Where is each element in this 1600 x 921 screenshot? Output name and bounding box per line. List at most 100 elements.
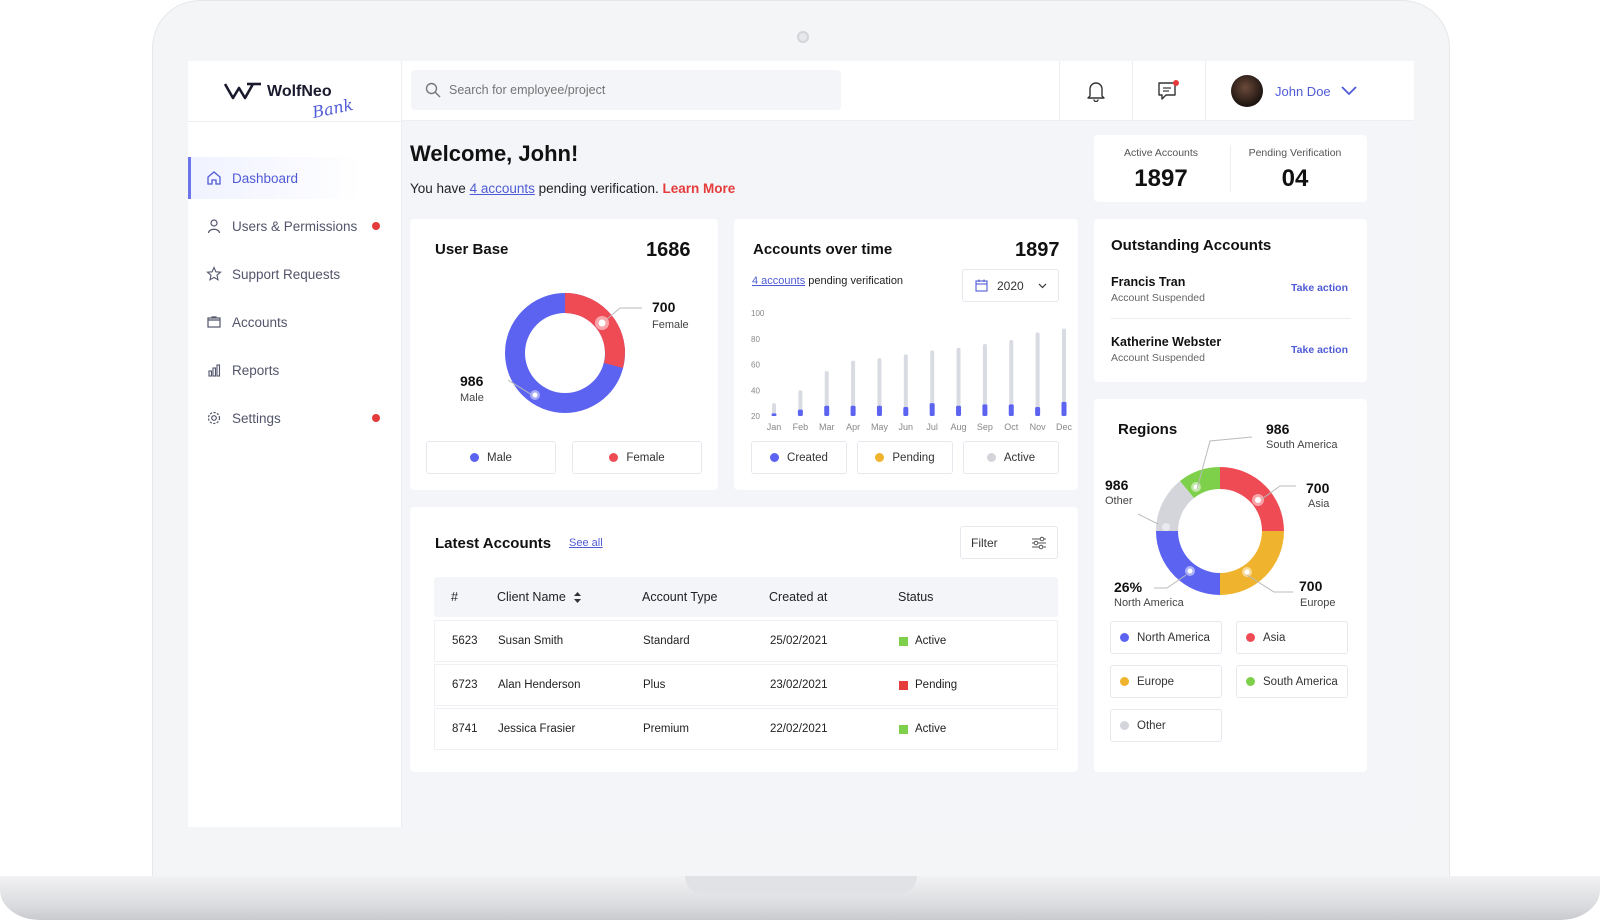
sidebar-item-label: Accounts — [232, 314, 288, 330]
pending-verification-value: 04 — [1281, 165, 1309, 192]
accounts-bar-chart: 100 80 60 40 20 Jan Feb Mar Apr May Jun Jul Aug Sep Oc… — [751, 309, 1072, 432]
x-tick-label: Jun — [899, 422, 914, 432]
sort-icon[interactable] — [573, 591, 581, 603]
bar-chart-icon — [208, 364, 221, 377]
sidebar-item-accounts[interactable]: Accounts — [188, 301, 402, 343]
south-america-label: South America — [1266, 439, 1338, 451]
take-action-button[interactable]: Take action — [1291, 344, 1348, 356]
other-value: 986 — [1105, 477, 1129, 493]
see-all-link[interactable]: See all — [569, 537, 603, 549]
sidebar-item-label: Settings — [232, 410, 281, 426]
legend-created[interactable]: Created — [751, 441, 847, 474]
pending-accounts-link[interactable]: 4 accounts — [752, 275, 806, 287]
bar-active — [851, 360, 856, 416]
bar-created — [797, 409, 803, 416]
bar-created — [1061, 401, 1067, 416]
home-icon — [207, 171, 221, 185]
legend-active[interactable]: Active — [963, 441, 1059, 474]
outstanding-accounts-card: Outstanding Accounts Francis Tran Accoun… — [1094, 219, 1367, 382]
bar-created — [771, 413, 777, 416]
status-text: Active — [915, 635, 947, 647]
user-base-donut — [505, 293, 642, 413]
legend-dot — [1246, 633, 1255, 642]
bar-active — [877, 358, 882, 416]
legend-other[interactable]: Other — [1110, 709, 1222, 742]
year-value: 2020 — [997, 278, 1024, 293]
north-america-label: North America — [1114, 597, 1184, 609]
pending-note-text: pending verification — [808, 275, 904, 287]
user-menu[interactable]: John Doe — [1205, 61, 1414, 121]
table-row[interactable]: 6723 Alan Henderson Plus 23/02/2021 Pend… — [434, 664, 1058, 706]
legend-asia[interactable]: Asia — [1236, 621, 1348, 654]
logo[interactable]: WolfNeo Bank — [224, 79, 364, 123]
y-tick-label: 20 — [751, 412, 760, 421]
legend-female[interactable]: Female — [572, 441, 702, 474]
x-tick-label: Oct — [1004, 422, 1019, 432]
welcome-prefix: You have — [410, 181, 466, 196]
calendar-icon — [975, 279, 988, 292]
column-label: Client Name — [497, 590, 566, 604]
legend-dot — [1120, 677, 1129, 686]
legend-male[interactable]: Male — [426, 441, 556, 474]
legend-label: Created — [787, 451, 828, 464]
sidebar-item-support[interactable]: Support Requests — [188, 253, 402, 295]
row-created-at: 25/02/2021 — [770, 635, 828, 647]
brand-name: WolfNeo — [267, 83, 332, 100]
pending-note: 4 accounts pending verification — [752, 275, 903, 287]
status-badge: Pending — [899, 665, 957, 705]
legend-label: Asia — [1263, 631, 1286, 644]
status-badge: Active — [899, 709, 946, 749]
bar-created — [850, 405, 856, 416]
status-text: Active — [915, 723, 947, 735]
bar-created — [824, 405, 830, 416]
male-label: Male — [460, 392, 484, 404]
legend-north-america[interactable]: North America — [1110, 621, 1222, 654]
column-created-at: Created at — [769, 590, 828, 604]
active-accounts-label: Active Accounts — [1123, 147, 1199, 159]
table-row[interactable]: 8741 Jessica Frasier Premium 22/02/2021 … — [434, 708, 1058, 750]
take-action-button[interactable]: Take action — [1291, 282, 1348, 294]
divider — [188, 121, 402, 122]
welcome-message: You have 4 accounts pending verification… — [410, 181, 735, 196]
legend-europe[interactable]: Europe — [1110, 665, 1222, 698]
active-accounts-value: 1897 — [1134, 165, 1188, 192]
x-tick-label: May — [871, 422, 889, 432]
column-status: Status — [898, 590, 934, 604]
status-text: Pending — [915, 679, 958, 691]
notifications-button[interactable] — [1059, 61, 1132, 121]
messages-button[interactable] — [1132, 61, 1205, 121]
learn-more-link[interactable]: Learn More — [662, 181, 736, 196]
column-client-name[interactable]: Client Name — [497, 577, 581, 617]
y-tick-label: 80 — [751, 335, 760, 344]
column-id: # — [451, 590, 458, 604]
sidebar-item-reports[interactable]: Reports — [188, 349, 402, 391]
pending-accounts-link[interactable]: 4 accounts — [469, 181, 535, 196]
bar-created — [903, 406, 909, 416]
legend-dot — [609, 453, 619, 462]
row-id: 6723 — [452, 679, 478, 691]
sidebar-item-label: Users & Permissions — [232, 218, 358, 234]
x-tick-label: Mar — [819, 422, 835, 432]
sliders-icon — [1032, 536, 1046, 550]
search-bar[interactable] — [411, 70, 841, 110]
table-row[interactable]: 5623 Susan Smith Standard 25/02/2021 Act… — [434, 620, 1058, 662]
sidebar-item-dashboard[interactable]: Dashboard — [188, 157, 362, 199]
other-label: Other — [1105, 495, 1133, 507]
x-tick-label: Feb — [793, 422, 809, 432]
search-input[interactable] — [449, 83, 829, 97]
camera-icon — [797, 31, 809, 43]
row-client-name: Jessica Frasier — [498, 723, 576, 735]
bar-active — [1009, 340, 1014, 416]
sidebar-item-settings[interactable]: Settings — [188, 397, 402, 439]
column-account-type: Account Type — [642, 590, 718, 604]
legend-pending[interactable]: Pending — [857, 441, 953, 474]
asia-label: Asia — [1308, 498, 1330, 510]
filter-button[interactable]: Filter — [960, 526, 1058, 559]
sidebar-item-users[interactable]: Users & Permissions — [188, 205, 402, 247]
year-select[interactable]: 2020 — [962, 269, 1059, 302]
page-title: Welcome, John! — [410, 141, 579, 166]
legend-south-america[interactable]: South America — [1236, 665, 1348, 698]
x-tick-label: Apr — [846, 422, 860, 432]
status-badge: Active — [899, 621, 946, 661]
avatar — [1231, 75, 1263, 107]
